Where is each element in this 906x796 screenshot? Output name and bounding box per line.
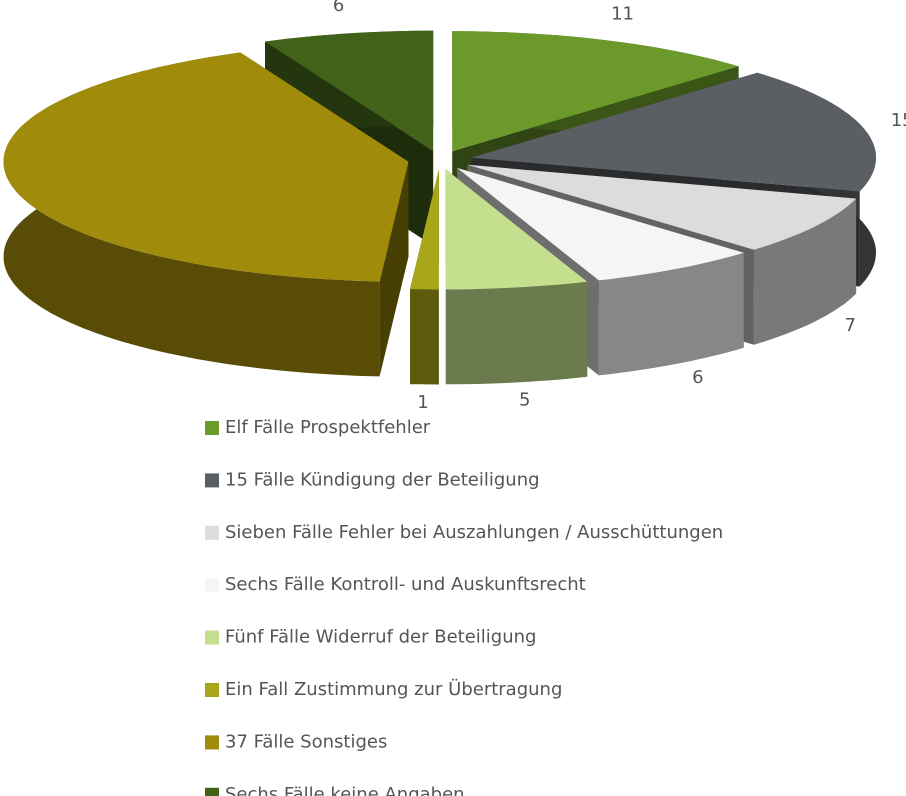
slice bbox=[410, 169, 439, 290]
value-label: 6 bbox=[333, 0, 344, 16]
slice bbox=[3, 52, 409, 282]
slice bbox=[410, 169, 439, 385]
legend-swatch bbox=[205, 578, 219, 593]
legend-label: Sieben Fälle Fehler bei Auszahlungen / A… bbox=[225, 522, 723, 543]
legend-swatch bbox=[205, 787, 219, 796]
slice bbox=[445, 169, 588, 290]
legend-label: 37 Fälle Sonstiges bbox=[225, 731, 387, 752]
legend-label: 15 Fälle Kündigung der Beteiligung bbox=[225, 469, 540, 490]
value-label: 5 bbox=[519, 389, 530, 410]
legend-swatch bbox=[205, 473, 219, 488]
legend-swatch bbox=[205, 683, 219, 697]
legend-swatch bbox=[205, 421, 219, 435]
legend-swatch bbox=[205, 630, 219, 645]
slice-wall bbox=[445, 281, 588, 385]
slice bbox=[3, 52, 409, 377]
slice bbox=[445, 169, 588, 385]
legend-label: Sechs Fälle Kontroll- und Auskunftsrecht bbox=[225, 574, 586, 595]
value-label: 7 bbox=[845, 315, 856, 336]
slice bbox=[471, 72, 876, 192]
legend-label: Sechs Fälle keine Angaben bbox=[225, 784, 465, 796]
slice bbox=[457, 168, 744, 281]
slice-wall bbox=[410, 289, 439, 385]
value-label: 1 bbox=[417, 392, 428, 413]
value-label: 15 bbox=[891, 110, 906, 131]
value-label: 11 bbox=[611, 4, 634, 25]
slice-wall bbox=[598, 252, 744, 376]
legend-swatch bbox=[205, 525, 219, 540]
slice bbox=[265, 30, 434, 151]
legend-swatch bbox=[205, 735, 219, 750]
slice-wall bbox=[753, 198, 857, 345]
slice bbox=[467, 164, 857, 250]
legend-label: Fünf Fälle Widerruf der Beteiligung bbox=[225, 627, 536, 648]
legend-label: Elf Fälle Prospektfehler bbox=[225, 417, 431, 438]
slice bbox=[452, 31, 739, 152]
value-label: 6 bbox=[692, 367, 703, 388]
legend-label: Ein Fall Zustimmung zur Übertragung bbox=[225, 678, 562, 700]
